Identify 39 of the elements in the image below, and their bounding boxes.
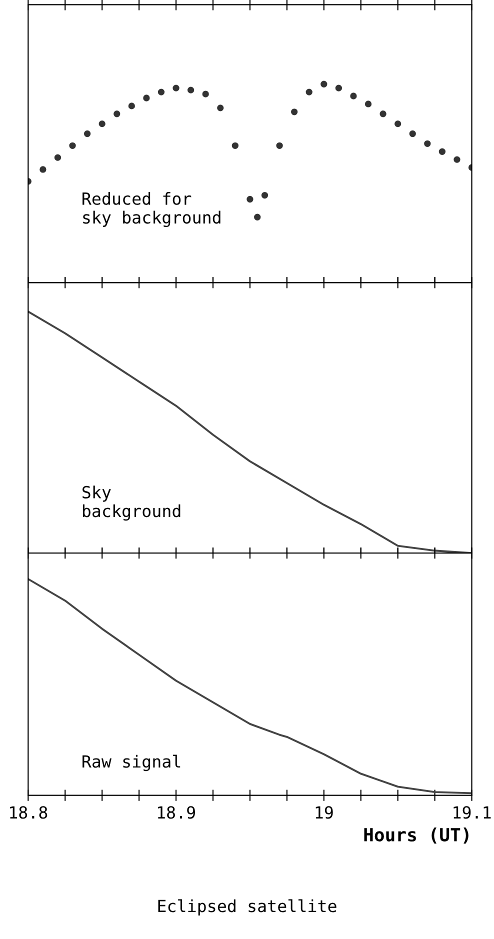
point bbox=[114, 110, 120, 118]
point bbox=[394, 120, 402, 128]
text: Eclipsed satellite bbox=[158, 899, 336, 916]
point bbox=[84, 130, 91, 138]
point bbox=[306, 88, 312, 96]
point bbox=[335, 84, 342, 92]
point bbox=[424, 140, 431, 147]
point bbox=[380, 110, 386, 118]
point bbox=[128, 102, 135, 110]
x-tick-label: 19.1 bbox=[454, 806, 491, 819]
point bbox=[254, 214, 261, 220]
x-tick-label: 19 bbox=[316, 806, 333, 819]
point bbox=[364, 100, 372, 108]
point bbox=[232, 142, 239, 149]
annotation: Reduced for sky background bbox=[82, 192, 220, 228]
point bbox=[187, 86, 194, 94]
point bbox=[202, 90, 209, 98]
point bbox=[320, 80, 328, 88]
point bbox=[54, 154, 62, 161]
point bbox=[217, 104, 224, 112]
point bbox=[276, 142, 283, 149]
point bbox=[172, 84, 180, 92]
point bbox=[40, 166, 46, 173]
annotation: Raw signal bbox=[82, 754, 180, 772]
point bbox=[409, 130, 416, 138]
point bbox=[98, 120, 106, 128]
point bbox=[261, 192, 268, 199]
point bbox=[438, 148, 446, 155]
point bbox=[143, 94, 150, 102]
point bbox=[350, 92, 357, 100]
point bbox=[246, 196, 254, 203]
x-axis-title: Hours (UT) bbox=[364, 828, 468, 844]
x-tick-label: 18.8 bbox=[10, 806, 48, 819]
point bbox=[69, 142, 76, 149]
point bbox=[290, 108, 298, 116]
point bbox=[454, 156, 460, 163]
annotation: Sky background bbox=[82, 486, 180, 521]
point bbox=[158, 88, 165, 96]
x-tick-label: 18.9 bbox=[158, 806, 195, 819]
